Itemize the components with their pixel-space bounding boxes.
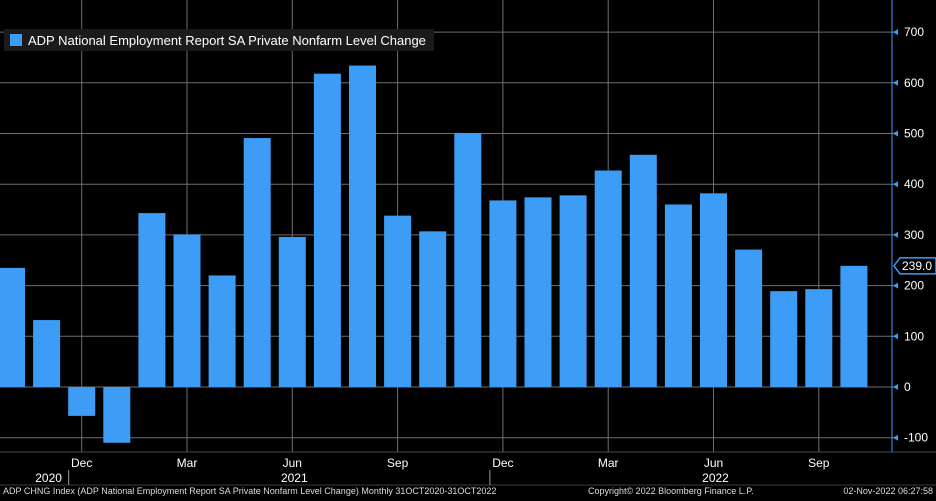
y-tick-arrow	[893, 231, 898, 238]
x-year-label: 2020	[35, 471, 62, 485]
footer-copyright: Copyright© 2022 Bloomberg Finance L.P.	[588, 486, 754, 496]
bars	[0, 65, 868, 443]
y-tick-label: 700	[904, 25, 924, 39]
footer-index-description: ADP CHNG Index (ADP National Employment …	[3, 486, 497, 496]
bar	[805, 289, 833, 387]
y-tick-arrow	[893, 384, 898, 390]
x-year-label: 2022	[702, 471, 729, 485]
x-tick-label: Jun	[704, 456, 723, 470]
bar	[770, 291, 798, 387]
y-tick-arrow	[893, 434, 898, 441]
y-tick-label: 500	[904, 127, 924, 141]
y-tick-label: 100	[904, 329, 924, 343]
x-year-label: 2021	[281, 471, 308, 485]
bar	[278, 236, 306, 387]
bar	[313, 73, 341, 387]
y-tick-arrow	[893, 333, 898, 340]
y-axis: -100 0 100 200 300 400 500 600 700	[891, 0, 928, 452]
legend: ADP National Employment Report SA Privat…	[4, 29, 434, 51]
x-tick-label: Dec	[492, 456, 513, 470]
bar	[138, 213, 166, 387]
legend-swatch	[10, 34, 22, 46]
bar	[173, 234, 201, 387]
x-tick-label: Sep	[808, 456, 830, 470]
x-tick-label: Mar	[177, 456, 198, 470]
last-value-badge: 239.0	[893, 257, 936, 275]
bar	[349, 65, 376, 387]
y-tick-arrow	[893, 79, 898, 86]
bar	[629, 154, 657, 387]
bar	[524, 197, 552, 387]
last-value-badge-shape	[893, 257, 936, 275]
bar	[68, 387, 96, 416]
y-tick-label: 600	[904, 76, 924, 90]
bar	[454, 132, 482, 387]
x-tick-label: Jun	[283, 456, 302, 470]
bar	[0, 267, 25, 387]
y-tick-arrow	[893, 130, 898, 137]
bar	[384, 215, 412, 387]
bar	[419, 231, 447, 387]
x-tick-label: Dec	[71, 456, 92, 470]
y-tick-arrow	[893, 282, 898, 289]
bar	[664, 204, 692, 387]
y-tick-label: -100	[904, 431, 928, 445]
bar	[208, 275, 236, 387]
y-tick-label: 0	[904, 380, 911, 394]
last-value-label: 239.0	[902, 259, 932, 273]
x-tick-label: Sep	[387, 456, 409, 470]
bar	[700, 193, 727, 387]
y-tick-arrow	[893, 29, 898, 36]
x-tick-label: Mar	[598, 456, 619, 470]
y-tick-label: 200	[904, 279, 924, 293]
y-tick-arrow	[893, 181, 898, 188]
bar	[33, 320, 61, 387]
bar	[243, 138, 271, 387]
bar	[735, 249, 763, 387]
legend-label: ADP National Employment Report SA Privat…	[28, 32, 426, 48]
y-tick-label: 400	[904, 177, 924, 191]
bar	[559, 195, 587, 387]
x-axis: Dec Mar Jun Sep Dec Mar Jun Sep 2020 2021 2022	[0, 451, 936, 486]
y-tick-label: 300	[904, 228, 924, 242]
bar	[840, 265, 868, 387]
bar	[489, 200, 517, 387]
bar	[103, 387, 131, 443]
bar	[594, 170, 622, 387]
footer-timestamp: 02-Nov-2022 06:27:58	[843, 486, 933, 496]
